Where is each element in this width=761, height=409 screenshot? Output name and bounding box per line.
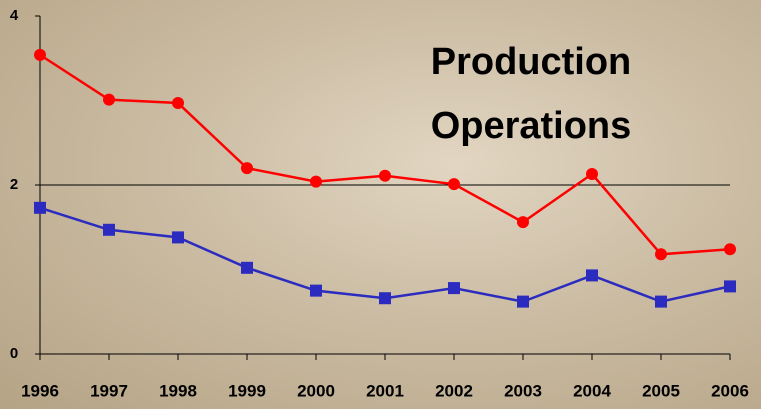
marker bbox=[172, 231, 184, 243]
y-tick-label: 2 bbox=[10, 176, 18, 193]
marker bbox=[586, 269, 598, 281]
marker bbox=[310, 285, 322, 297]
y-tick-label: 4 bbox=[10, 7, 19, 24]
x-tick-label: 2000 bbox=[297, 381, 335, 400]
x-tick-label: 2003 bbox=[504, 381, 542, 400]
marker bbox=[517, 216, 529, 228]
x-tick-label: 2006 bbox=[711, 381, 749, 400]
marker bbox=[379, 170, 391, 182]
y-tick-label: 0 bbox=[10, 345, 18, 362]
x-tick-label: 1999 bbox=[228, 381, 266, 400]
marker bbox=[34, 202, 46, 214]
chart-title: Production Operations bbox=[396, 30, 666, 158]
marker bbox=[379, 292, 391, 304]
marker bbox=[448, 178, 460, 190]
x-tick-label: 2004 bbox=[573, 381, 611, 400]
marker bbox=[517, 296, 529, 308]
marker bbox=[241, 262, 253, 274]
marker bbox=[103, 224, 115, 236]
chart: 0 2 4 1996 1997 1998 1999 2000 2001 2002 2003 2004 2… bbox=[0, 0, 761, 409]
marker bbox=[241, 162, 253, 174]
marker bbox=[724, 280, 736, 292]
x-tick-label: 1997 bbox=[90, 381, 128, 400]
marker bbox=[103, 94, 115, 106]
series-line bbox=[40, 208, 730, 302]
marker bbox=[655, 296, 667, 308]
x-tick-label: 2005 bbox=[642, 381, 680, 400]
marker bbox=[655, 248, 667, 260]
x-tick-label: 2001 bbox=[366, 381, 404, 400]
x-tick-label: 2002 bbox=[435, 381, 473, 400]
marker bbox=[724, 243, 736, 255]
marker bbox=[172, 97, 184, 109]
marker bbox=[586, 168, 598, 180]
x-tick-label: 1998 bbox=[159, 381, 197, 400]
marker bbox=[310, 176, 322, 188]
x-tick-label: 1996 bbox=[21, 381, 59, 400]
marker bbox=[448, 282, 460, 294]
marker bbox=[34, 49, 46, 61]
